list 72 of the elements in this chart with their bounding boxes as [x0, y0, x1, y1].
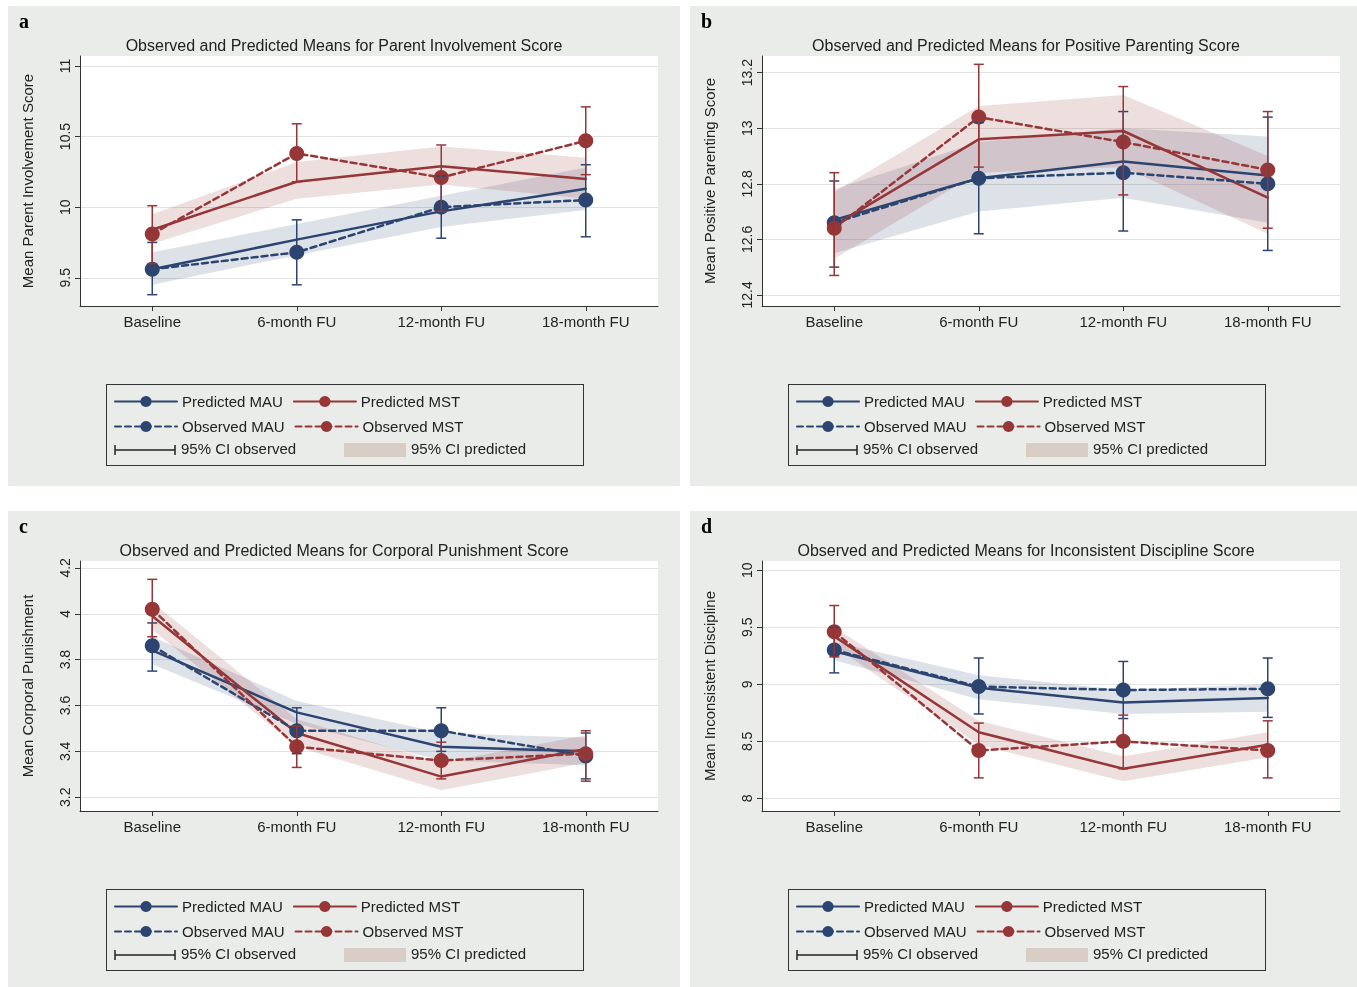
legend-label: Observed MAU	[864, 418, 967, 435]
text: 95% CI observed	[863, 440, 979, 457]
text: d	[701, 515, 713, 537]
x-tick-label: 18-month FU	[1223, 818, 1312, 835]
legend-label: Predicted MAU	[864, 898, 965, 915]
legend-label: Predicted MST	[360, 393, 461, 410]
y-tick-label: 9	[739, 680, 755, 689]
x-tick-label: 6-month FU	[939, 313, 1019, 330]
text: 95% CI predicted	[1093, 440, 1209, 457]
x-tick-label: 6-month FU	[257, 313, 337, 330]
text: b	[701, 10, 713, 32]
chart-title: Observed and Predicted Means for Inconsistent Discipline Score	[797, 541, 1255, 559]
text: a	[19, 10, 29, 32]
chart-title: Observed and Predicted Means for Parent Involvement Score	[125, 36, 563, 54]
y-tick-label: 3.4	[57, 741, 73, 762]
x-tick-label: 6-month FU	[257, 818, 337, 835]
y-axis-title: Mean Positive Parenting Score	[701, 78, 718, 284]
legend-label: Observed MST	[362, 418, 464, 435]
x-tick-label: 12-month FU	[397, 313, 486, 330]
text: 95% CI observed	[181, 440, 297, 457]
text: 95% CI predicted	[411, 440, 527, 457]
x-tick-label: 18-month FU	[1223, 313, 1312, 330]
legend-label: Predicted MST	[1042, 898, 1143, 915]
x-tick-label: Baseline	[123, 313, 182, 330]
y-tick-label: 13	[739, 120, 755, 137]
y-tick-label: 9.5	[57, 267, 73, 288]
y-tick-label: 3.8	[57, 649, 73, 670]
y-tick-label: 12.4	[739, 281, 755, 309]
legend-label: Observed MAU	[864, 923, 967, 940]
y-tick-label: 12.6	[739, 225, 755, 253]
y-tick-label: 10	[57, 199, 73, 215]
x-tick-label: 12-month FU	[1079, 313, 1168, 330]
y-tick-label: 10.5	[57, 122, 73, 151]
legend-label: Observed MAU	[182, 418, 285, 435]
text: 95% CI observed	[863, 945, 979, 962]
y-tick-label: 8.5	[739, 731, 755, 752]
y-tick-label: 11	[57, 58, 73, 74]
chart-title: Observed and Predicted Means for Corporal Punishment Score	[119, 541, 569, 559]
legend-label: Predicted MST	[1042, 393, 1143, 410]
legend-label: Observed MAU	[182, 923, 285, 940]
x-tick-label: Baseline	[805, 313, 864, 330]
x-tick-label: Baseline	[805, 818, 864, 835]
legend-label: Observed MST	[362, 923, 464, 940]
y-tick-label: 8	[739, 794, 755, 803]
y-axis-title: Mean Corporal Punishment	[19, 593, 36, 778]
y-tick-label: 13.2	[739, 58, 755, 87]
legend-label: Observed MST	[1044, 923, 1146, 940]
y-axis-title: Mean Parent Involvement Score	[19, 73, 36, 289]
y-tick-label: 9.5	[739, 617, 755, 637]
legend-label: Predicted MAU	[182, 898, 283, 915]
y-tick-label: 4	[57, 609, 73, 618]
y-axis-title: Mean Inconsistent Discipline	[701, 590, 718, 782]
y-tick-label: 10	[739, 562, 755, 578]
x-tick-label: 6-month FU	[939, 818, 1019, 835]
legend-label: Predicted MST	[360, 898, 461, 915]
x-tick-label: 12-month FU	[1079, 818, 1168, 835]
x-tick-label: Baseline	[123, 818, 182, 835]
legend-label: Predicted MAU	[864, 393, 965, 410]
text: c	[19, 515, 28, 537]
x-tick-label: 12-month FU	[397, 818, 486, 835]
legend-label: Predicted MAU	[182, 393, 283, 410]
y-tick-label: 3.6	[57, 695, 73, 716]
text: 95% CI observed	[181, 945, 297, 962]
text: 95% CI predicted	[1093, 945, 1209, 962]
x-tick-label: 18-month FU	[541, 818, 630, 835]
y-tick-label: 12.8	[739, 169, 755, 198]
y-tick-label: 3.2	[57, 787, 73, 807]
legend-label: Observed MST	[1044, 418, 1146, 435]
chart-title: Observed and Predicted Means for Positive Parenting Score	[812, 36, 1240, 54]
text: 95% CI predicted	[411, 945, 527, 962]
x-tick-label: 18-month FU	[541, 313, 630, 330]
y-tick-label: 4.2	[57, 557, 73, 578]
